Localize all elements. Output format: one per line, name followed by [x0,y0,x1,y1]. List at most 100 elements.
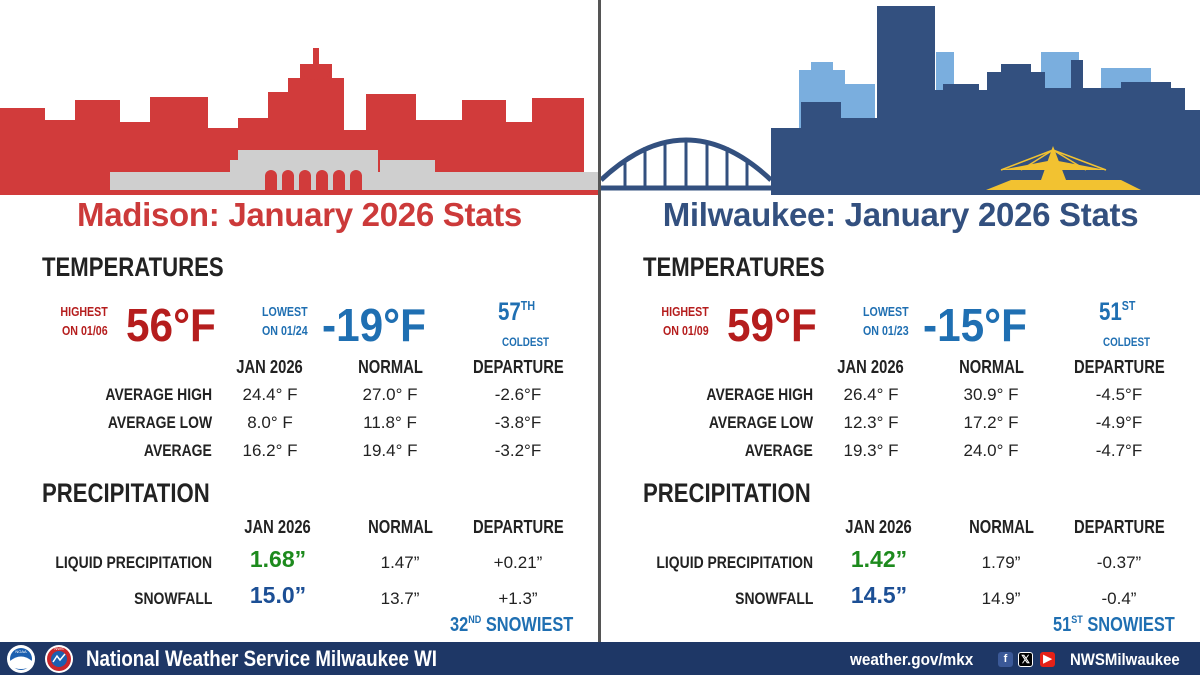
precip-row-label: LIQUID PRECIPITATION [12,553,212,573]
temp-col-departure-text: DEPARTURE [1073,357,1165,377]
precip-cell-normal: 1.79” [981,553,1021,572]
milwaukee-skyline-graphic [601,6,1200,195]
coldest-rank-suffix: TH [520,298,536,313]
highest-temp-value: 56°F [126,299,216,351]
temp-cell-normal: 30.9° F [963,385,1019,404]
coldest-rank: 51ST [1099,298,1143,327]
nws-logo-text: NWS [54,646,64,651]
highest-label-line2: ON 01/09 [663,323,709,338]
snowiest-rank-word: SNOWIEST [485,614,574,636]
snowiest-rank-text: 32ND SNOWIEST [450,614,573,637]
precip-col-normal: NORMAL [941,517,1061,538]
temp-col-normal: NORMAL [330,357,450,378]
footer-title: National Weather Service Milwaukee WI [86,646,437,671]
temp-cell-value: 16.2° F [242,441,298,460]
highest-temp-value: 59°F [727,299,817,351]
temp-col-jan2026-text: JAN 2026 [837,357,905,377]
temp-row-label-text: AVERAGE [144,441,212,460]
temp-cell-normal: 11.8° F [363,413,417,432]
temp-row-label: AVERAGE LOW [613,413,813,433]
coldest-rank-text: 57TH [498,298,535,327]
panel-divider [598,0,602,642]
coldest-rank-word-text: COLDEST [1103,335,1151,349]
temp-cell-normal: 27.0° F [362,385,418,404]
precip-row-label: LIQUID PRECIPITATION [613,553,813,573]
temp-col-departure: DEPARTURE [458,357,578,378]
temp-cell-normal: 19.4° F [362,441,418,460]
lowest-label: LOWEST ON 01/24 [240,302,308,340]
temp-col-jan2026-text: JAN 2026 [236,357,304,377]
precip-cell-departure: +0.21” [493,553,543,572]
coldest-rank-word: COLDEST [502,335,559,349]
lowest-label-line2: ON 01/24 [262,323,308,338]
coldest-rank-number: 51 [1099,298,1122,326]
precipitation-heading: PRECIPITATION [643,478,848,509]
precip-cell-value: 14.5” [850,582,908,608]
precip-col-jan2026-text: JAN 2026 [845,517,913,537]
temp-col-departure-text: DEPARTURE [472,357,564,377]
precip-row-label-text: LIQUID PRECIPITATION [656,553,813,572]
highest-label-line1: HIGHEST [60,304,108,319]
temp-cell-normal: 17.2° F [963,413,1019,432]
precip-cell-normal: 13.7” [380,589,420,608]
temp-col-departure: DEPARTURE [1059,357,1179,378]
precip-cell-normal: 1.47” [380,553,420,572]
madison-panel: Madison: January 2026 Stats TEMPERATURES… [0,0,599,642]
temp-row-label: AVERAGE HIGH [613,385,813,405]
coldest-rank-word-text: COLDEST [502,335,550,349]
temp-cell-value: 12.3° F [843,413,899,432]
precip-col-departure: DEPARTURE [458,517,578,538]
noaa-logo-text: NOAA [15,649,27,654]
lowest-label-line2: ON 01/23 [863,323,909,338]
precip-row-label: SNOWFALL [12,589,212,609]
temp-cell-value: 8.0° F [247,413,293,432]
lowest-label-line1: LOWEST [863,304,909,319]
temp-row-label-text: AVERAGE HIGH [706,385,813,404]
precip-col-departure: DEPARTURE [1059,517,1179,538]
temp-row-label: AVERAGE HIGH [12,385,212,405]
precip-col-departure-text: DEPARTURE [472,517,564,537]
page-title: Madison: January 2026 Stats [77,196,522,233]
lowest-label-line1: LOWEST [262,304,308,319]
footer-social-handle[interactable]: NWSMilwaukee [1070,650,1180,669]
coldest-rank-suffix: ST [1121,298,1136,313]
lowest-temp-value: -15°F [923,299,1027,351]
nws-logo-icon: NWS [45,645,73,673]
facebook-icon[interactable]: f [998,652,1013,667]
precipitation-heading-text: PRECIPITATION [42,478,210,508]
page-title: Milwaukee: January 2026 Stats [662,196,1139,233]
precip-cell-value: 15.0” [249,582,307,608]
precipitation-heading: PRECIPITATION [42,478,247,509]
precip-col-jan2026: JAN 2026 [819,517,939,538]
temp-cell-normal: 24.0° F [963,441,1019,460]
precip-col-normal-text: NORMAL [367,517,433,537]
footer-bar: NOAA NWS National Weather Service Milwau… [0,642,1200,675]
temp-row-label-text: AVERAGE LOW [107,413,212,432]
precip-col-jan2026-text: JAN 2026 [244,517,312,537]
snowiest-rank-suffix: ND [468,614,482,626]
precip-cell-departure: -0.37” [1096,553,1142,572]
youtube-icon[interactable]: ▶ [1040,652,1055,667]
precip-row-label-text: SNOWFALL [133,589,212,608]
precip-cell-departure: +1.3” [498,589,538,608]
temp-cell-departure: -3.2°F [494,441,542,460]
temp-row-label: AVERAGE [613,441,813,461]
snowiest-rank-suffix: ST [1071,614,1083,626]
coldest-rank-text: 51ST [1099,298,1135,327]
footer-url-link[interactable]: weather.gov/mkx [850,650,974,669]
milwaukee-panel: Milwaukee: January 2026 Stats TEMPERATUR… [601,0,1200,642]
temp-cell-value: 26.4° F [843,385,899,404]
temp-row-label: AVERAGE LOW [12,413,212,433]
temp-cell-departure: -4.5°F [1095,385,1143,404]
precip-row-label-text: LIQUID PRECIPITATION [55,553,212,572]
x-icon[interactable]: 𝕏 [1018,652,1033,667]
precip-row-label: SNOWFALL [613,589,813,609]
snowiest-rank: 51ST SNOWIEST [1053,614,1200,637]
temp-row-label-text: AVERAGE [745,441,813,460]
temp-cell-departure: -4.9°F [1095,413,1143,432]
snowiest-rank-number: 32 [450,614,469,636]
precip-col-normal: NORMAL [340,517,460,538]
precip-col-normal-text: NORMAL [968,517,1034,537]
highest-label-line1: HIGHEST [661,304,709,319]
temp-cell-departure: -3.8°F [494,413,542,432]
